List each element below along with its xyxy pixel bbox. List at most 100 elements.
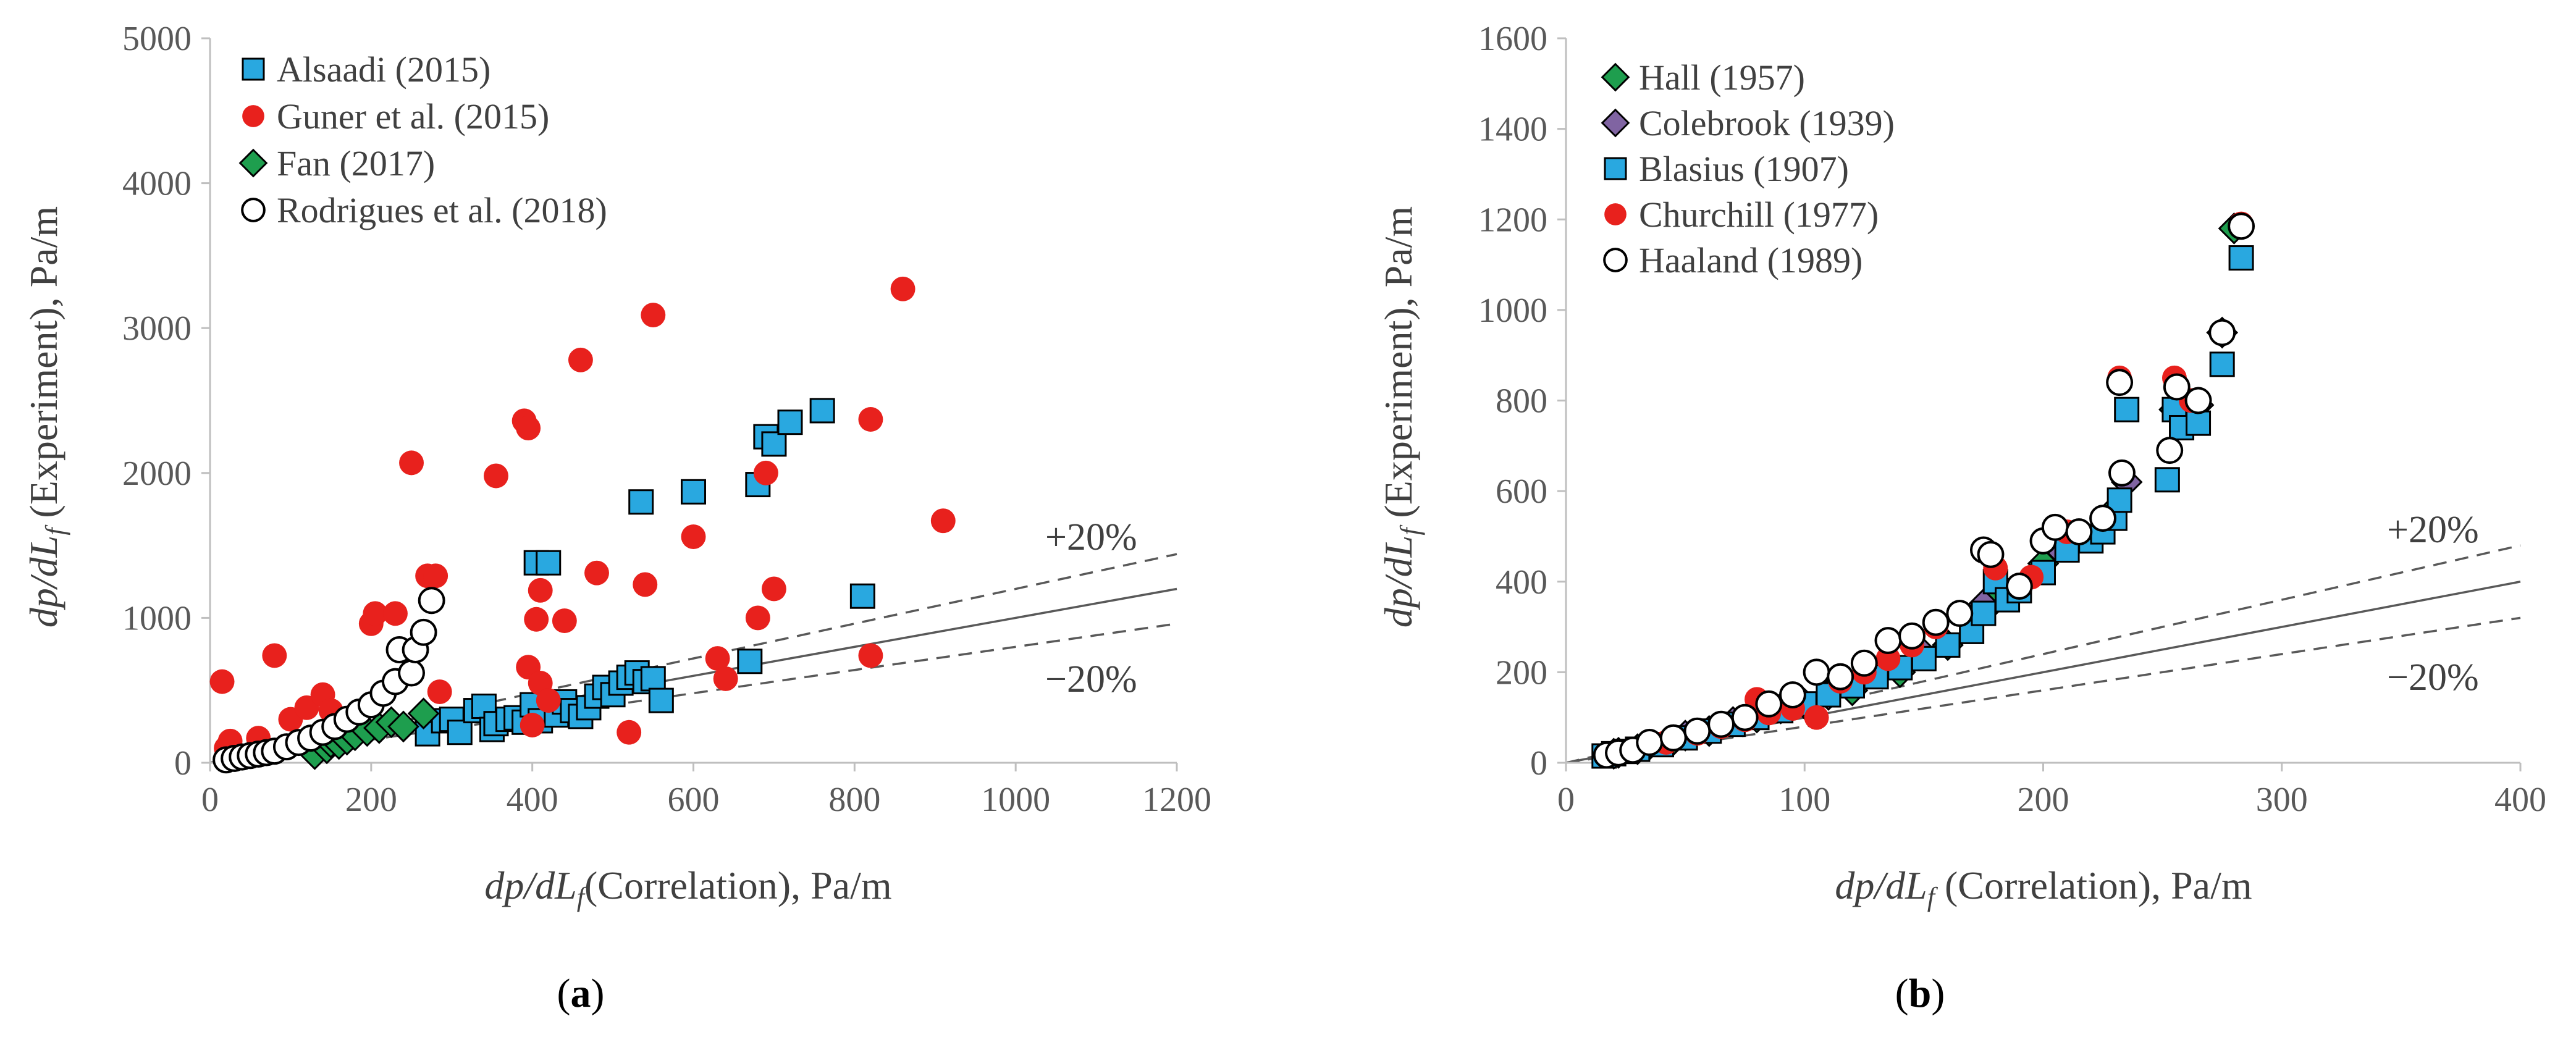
data-point-a-1-33 xyxy=(705,646,730,671)
y-tick-label-b-0: 0 xyxy=(1530,744,1547,783)
data-point-a-1-22 xyxy=(524,607,549,632)
data-point-b-4-6 xyxy=(1707,710,1735,738)
data-point-a-1-29 xyxy=(617,720,642,745)
data-point-a-1-41 xyxy=(930,508,956,534)
data-point-a-1-35 xyxy=(745,605,770,631)
data-point-b-4-19 xyxy=(2005,573,2033,600)
legend-marker-a-2 xyxy=(238,148,268,178)
x-tick-label-a-2: 400 xyxy=(507,781,558,819)
legend-label-b-2: Blasius (1907) xyxy=(1639,149,1849,189)
data-point-a-1-32 xyxy=(681,524,706,549)
axes-a: 0 200 400 600 800 1000 1200 0 1000 2000 3000 4000 50… xyxy=(122,20,1211,819)
minus-20-label-a: −20% xyxy=(1045,658,1137,700)
legend-marker-b-0 xyxy=(1601,62,1630,92)
data-point-a-1-19 xyxy=(516,416,541,441)
y-tick-label-a-0: 0 xyxy=(174,744,192,783)
x-axis-title-a-main: dp/dL xyxy=(484,863,576,907)
x-tick-label-a-6: 1200 xyxy=(1142,781,1211,819)
y-tick-label-b-2: 400 xyxy=(1496,563,1547,602)
panel-label-a: (a) xyxy=(557,971,605,1016)
series-a-1 xyxy=(209,276,956,768)
panel-label-b: (b) xyxy=(1895,971,1945,1016)
minus-20-label-b: −20% xyxy=(2387,657,2479,699)
data-points-b xyxy=(1591,211,2255,770)
panel-label-a-letter: a xyxy=(571,971,591,1016)
x-axis-title-b-main: dp/dL xyxy=(1835,863,1927,907)
y-axis-title-b-rest: (Experiment), Pa/m xyxy=(1376,206,1420,528)
y-tick-label-a-4: 4000 xyxy=(122,165,192,203)
data-point-a-1-25 xyxy=(536,688,561,713)
data-point-a-1-21 xyxy=(520,713,545,737)
y-axis-title-b-main: dp/dL xyxy=(1376,535,1420,628)
x-tick-label-a-3: 600 xyxy=(668,781,720,819)
y-tick-label-b-7: 1400 xyxy=(1478,111,1547,149)
data-point-a-1-17 xyxy=(484,463,508,489)
data-point-b-4-15 xyxy=(1922,608,1950,636)
data-point-b-4-25 xyxy=(2106,369,2134,397)
legend-label-a-3: Rodrigues et al. (2018) xyxy=(277,190,607,230)
axes-b: 0 100 200 300 400 0 200 400 600 800 1000 1200 1400 16… xyxy=(1478,20,2546,819)
data-point-a-1-15 xyxy=(423,563,448,589)
data-point-a-1-16 xyxy=(427,679,452,704)
data-point-b-2-27 xyxy=(2107,487,2132,513)
plus-20-label-a: +20% xyxy=(1045,516,1137,558)
data-point-a-1-34 xyxy=(713,666,738,691)
legend-marker-b-4 xyxy=(1603,248,1628,272)
x-tick-label-b-2: 200 xyxy=(2018,781,2069,819)
data-point-a-0-30 xyxy=(681,479,706,505)
data-point-a-0-14 xyxy=(536,550,562,576)
legend-marker-b-1 xyxy=(1601,108,1630,138)
legend-b: Hall (1957) Colebrook (1939) Blasius (1907… xyxy=(1601,57,1895,280)
legend-label-a-1: Guner et al. (2015) xyxy=(277,96,549,136)
data-point-b-4-26 xyxy=(2156,437,2184,464)
x-axis-title-b: dp/dLf (Correlation), Pa/m xyxy=(1835,863,2252,912)
x-tick-label-b-1: 100 xyxy=(1778,781,1830,819)
data-point-a-1-37 xyxy=(761,576,786,602)
data-point-b-4-30 xyxy=(2228,212,2255,240)
data-point-a-0-29 xyxy=(648,687,674,713)
data-point-a-1-40 xyxy=(890,276,915,301)
data-point-a-1-27 xyxy=(568,347,593,372)
data-point-a-1-11 xyxy=(363,601,388,626)
reference-line-b-2 xyxy=(1565,616,2521,764)
data-point-a-1-13 xyxy=(399,450,424,476)
series-b-4 xyxy=(1593,212,2255,769)
data-point-b-2-32 xyxy=(2186,410,2212,436)
x-axis-title-b-rest: (Correlation), Pa/m xyxy=(1935,863,2252,907)
panel-label-b-letter: b xyxy=(1909,971,1932,1016)
plus-20-label-b: +20% xyxy=(2387,509,2479,551)
legend-marker-b-2 xyxy=(1604,157,1627,180)
data-point-b-4-28 xyxy=(2184,387,2212,414)
y-tick-label-a-1: 1000 xyxy=(122,599,192,637)
x-tick-label-a-0: 0 xyxy=(201,781,219,819)
data-point-a-0-3 xyxy=(447,720,473,745)
data-point-a-1-0 xyxy=(209,669,235,694)
y-tick-label-b-4: 800 xyxy=(1496,382,1547,421)
data-point-b-4-10 xyxy=(1803,658,1830,686)
data-point-b-2-29 xyxy=(2154,467,2180,493)
y-axis-title-a-main: dp/dL xyxy=(22,535,65,628)
data-point-a-1-12 xyxy=(383,601,408,626)
data-point-a-1-38 xyxy=(858,407,883,432)
y-axis-title-a-rest: (Experiment), Pa/m xyxy=(22,206,65,528)
data-point-b-2-33 xyxy=(2209,351,2235,377)
y-tick-label-b-6: 1200 xyxy=(1478,201,1547,239)
data-point-b-4-24 xyxy=(2108,459,2136,487)
data-point-b-4-14 xyxy=(1898,622,1926,650)
data-point-b-4-11 xyxy=(1827,663,1854,691)
x-axis-title-a: dp/dLf(Correlation), Pa/m xyxy=(484,863,891,912)
legend-label-b-4: Haaland (1989) xyxy=(1639,240,1863,280)
data-point-a-1-23 xyxy=(528,577,553,603)
data-point-b-2-18 xyxy=(1971,600,1997,626)
x-tick-label-a-1: 200 xyxy=(345,781,397,819)
data-point-a-1-30 xyxy=(633,572,658,597)
y-tick-label-b-1: 200 xyxy=(1496,653,1547,692)
data-point-a-0-36 xyxy=(809,398,835,424)
data-point-a-0-28 xyxy=(640,666,666,692)
legend-marker-b-3 xyxy=(1604,203,1627,225)
legend-marker-a-3 xyxy=(241,198,266,222)
data-point-b-4-22 xyxy=(2065,518,2093,546)
x-axis-title-a-rest: (Correlation), Pa/m xyxy=(584,863,892,907)
data-point-b-4-13 xyxy=(1874,627,1902,655)
